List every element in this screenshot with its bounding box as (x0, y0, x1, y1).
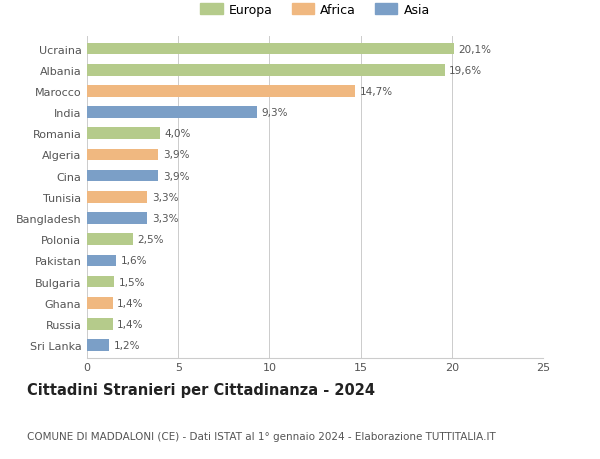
Bar (87, 149, 158, 161)
Bar (87, 107, 257, 118)
Text: Cittadini Stranieri per Cittadinanza - 2024: Cittadini Stranieri per Cittadinanza - 2… (27, 382, 375, 397)
Text: 1,5%: 1,5% (119, 277, 145, 287)
Text: COMUNE DI MADDALONI (CE) - Dati ISTAT al 1° gennaio 2024 - Elaborazione TUTTITAL: COMUNE DI MADDALONI (CE) - Dati ISTAT al… (27, 431, 496, 441)
Bar (87, 86, 355, 97)
Text: 2,5%: 2,5% (137, 235, 164, 245)
Text: 3,3%: 3,3% (152, 192, 178, 202)
Text: 14,7%: 14,7% (359, 87, 393, 97)
Legend: Europa, Africa, Asia: Europa, Africa, Asia (196, 0, 434, 21)
Text: 3,3%: 3,3% (152, 213, 178, 224)
Bar (87, 191, 147, 203)
Text: 4,0%: 4,0% (164, 129, 191, 139)
Bar (87, 234, 133, 246)
Text: 19,6%: 19,6% (449, 66, 482, 76)
Text: 1,4%: 1,4% (117, 319, 143, 329)
Text: 1,4%: 1,4% (117, 298, 143, 308)
Text: 3,9%: 3,9% (163, 171, 189, 181)
Text: 1,6%: 1,6% (121, 256, 147, 266)
Bar (87, 128, 160, 140)
Bar (87, 319, 113, 330)
Bar (87, 297, 113, 309)
Bar (87, 340, 109, 351)
Bar (87, 276, 115, 288)
Text: 20,1%: 20,1% (458, 45, 491, 55)
Text: 3,9%: 3,9% (163, 150, 189, 160)
Bar (87, 255, 116, 267)
Bar (87, 213, 147, 224)
Bar (87, 170, 158, 182)
Bar (87, 44, 454, 55)
Text: 9,3%: 9,3% (261, 108, 287, 118)
Bar (87, 65, 445, 76)
Text: 1,2%: 1,2% (113, 340, 140, 350)
